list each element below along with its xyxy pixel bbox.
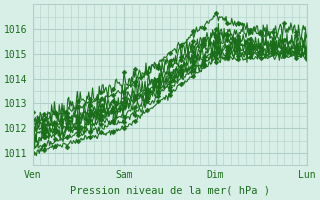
X-axis label: Pression niveau de la mer( hPa ): Pression niveau de la mer( hPa ) [70, 186, 270, 196]
